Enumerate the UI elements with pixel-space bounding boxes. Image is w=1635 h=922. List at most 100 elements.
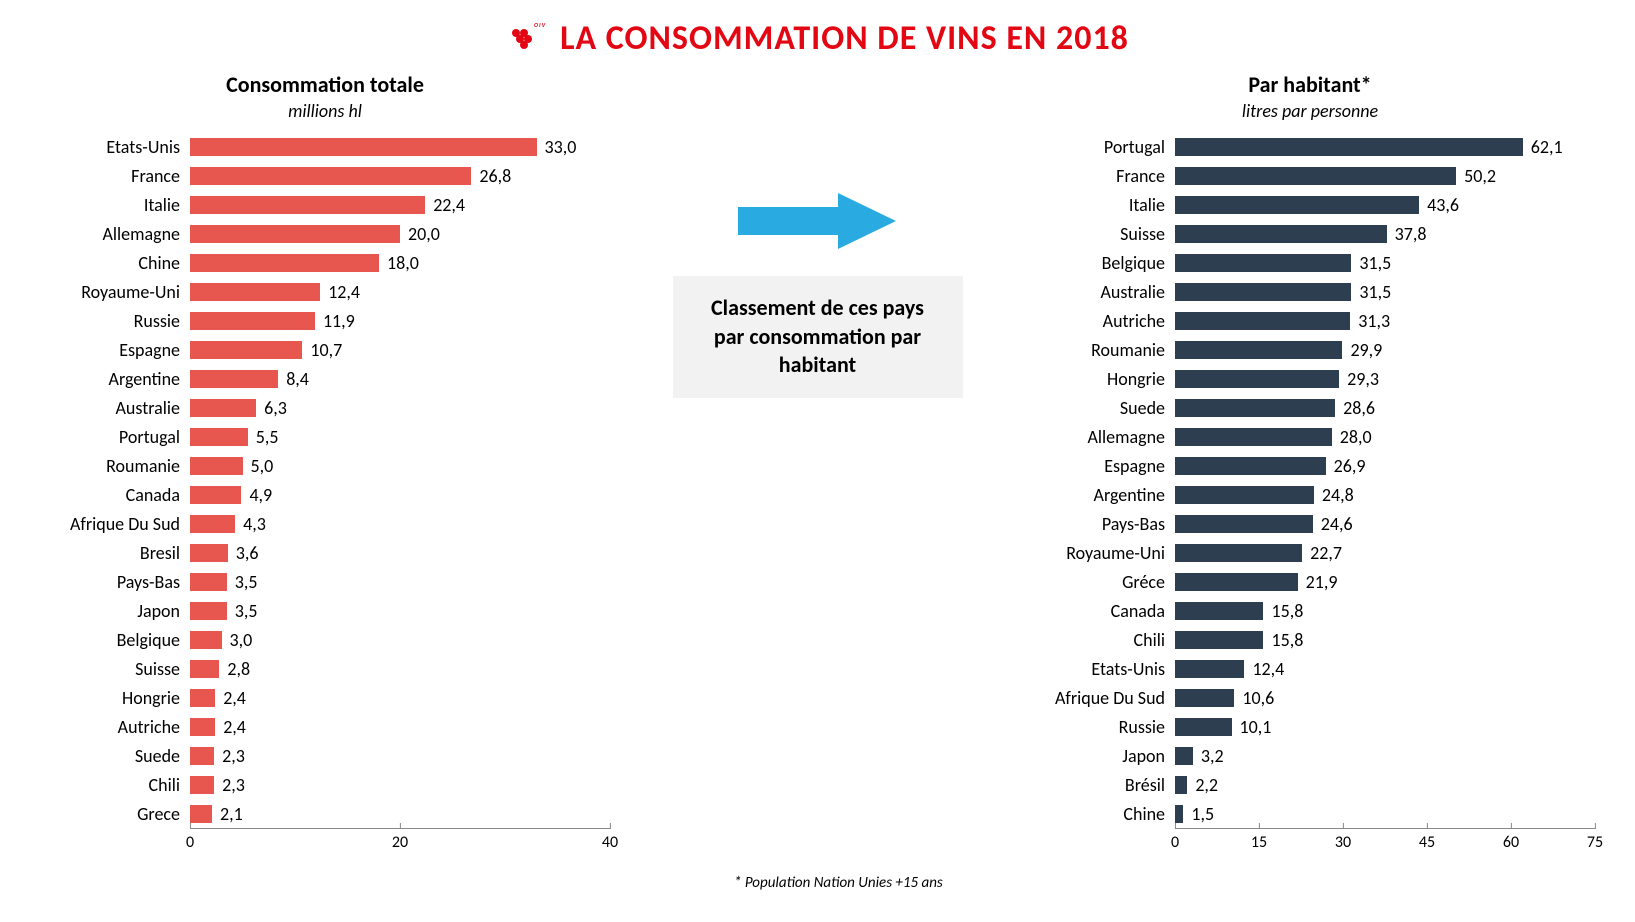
bar-fill: 37,8 <box>1175 225 1387 243</box>
bar-track: 2,4 <box>190 718 610 736</box>
bar-fill: 3,0 <box>190 631 222 649</box>
arrow-icon <box>738 191 898 256</box>
bar-fill: 26,8 <box>190 167 471 185</box>
bar-row: Suede28,6 <box>1025 393 1595 422</box>
bar-track: 43,6 <box>1175 196 1595 214</box>
bar-track: 50,2 <box>1175 167 1595 185</box>
charts-area: Consommation totale millions hl Etats-Un… <box>0 71 1635 858</box>
bar-label: Afrique Du Sud <box>40 513 190 535</box>
bar-value: 29,9 <box>1342 339 1382 361</box>
axis-tick: 15 <box>1251 829 1267 852</box>
bar-value: 22,4 <box>425 194 465 216</box>
bar-label: Portugal <box>40 426 190 448</box>
bar-fill: 31,3 <box>1175 312 1350 330</box>
bar-label: Canada <box>1025 600 1175 622</box>
bar-row: Bresil3,6 <box>40 538 610 567</box>
bar-fill: 50,2 <box>1175 167 1456 185</box>
axis-tick: 45 <box>1419 829 1435 852</box>
bar-fill: 28,0 <box>1175 428 1332 446</box>
right-axis: 01530456075 <box>1175 828 1595 858</box>
bar-label: Etats-Unis <box>1025 658 1175 680</box>
bar-label: Italie <box>1025 194 1175 216</box>
bar-track: 3,6 <box>190 544 610 562</box>
bar-row: Japon3,5 <box>40 596 610 625</box>
bar-track: 24,6 <box>1175 515 1595 533</box>
bar-row: Portugal5,5 <box>40 422 610 451</box>
bar-row: Brésil2,2 <box>1025 770 1595 799</box>
bar-value: 5,0 <box>243 455 274 477</box>
bar-row: Belgique3,0 <box>40 625 610 654</box>
left-bars-container: Etats-Unis33,0France26,8Italie22,4Allema… <box>40 132 610 828</box>
left-axis: 02040 <box>190 828 610 858</box>
page-title: OIV LA CONSOMMATION DE VINS EN 2018 <box>0 0 1635 59</box>
bar-row: Portugal62,1 <box>1025 132 1595 161</box>
bar-label: Brésil <box>1025 774 1175 796</box>
bar-value: 26,8 <box>471 165 511 187</box>
bar-label: Argentine <box>40 368 190 390</box>
bar-value: 2,2 <box>1187 774 1218 796</box>
bar-fill: 2,2 <box>1175 776 1187 794</box>
right-chart-body: Portugal62,1France50,2Italie43,6Suisse37… <box>1025 132 1595 858</box>
bar-fill: 33,0 <box>190 138 537 156</box>
bar-row: Japon3,2 <box>1025 741 1595 770</box>
right-bars-container: Portugal62,1France50,2Italie43,6Suisse37… <box>1025 132 1595 828</box>
bar-value: 20,0 <box>400 223 440 245</box>
left-chart-subtitle: millions hl <box>288 100 362 122</box>
bar-row: Argentine24,8 <box>1025 480 1595 509</box>
bar-value: 37,8 <box>1387 223 1427 245</box>
bar-fill: 5,0 <box>190 457 243 475</box>
bar-value: 28,6 <box>1335 397 1375 419</box>
bar-value: 18,0 <box>379 252 419 274</box>
bar-fill: 24,6 <box>1175 515 1313 533</box>
bar-label: Roumanie <box>1025 339 1175 361</box>
bar-track: 5,0 <box>190 457 610 475</box>
bar-fill: 10,7 <box>190 341 302 359</box>
bar-fill: 28,6 <box>1175 399 1335 417</box>
bar-value: 21,9 <box>1298 571 1338 593</box>
bar-value: 31,5 <box>1351 252 1391 274</box>
bar-label: Suisse <box>40 658 190 680</box>
bar-track: 37,8 <box>1175 225 1595 243</box>
bar-row: Australie6,3 <box>40 393 610 422</box>
bar-label: Chili <box>1025 629 1175 651</box>
bar-row: Allemagne 20,0 <box>40 219 610 248</box>
bar-track: 11,9 <box>190 312 610 330</box>
bar-value: 33,0 <box>537 136 577 158</box>
bar-fill: 3,5 <box>190 573 227 591</box>
bar-track: 62,1 <box>1175 138 1595 156</box>
bar-label: Canada <box>40 484 190 506</box>
bar-track: 10,1 <box>1175 718 1595 736</box>
bar-value: 6,3 <box>256 397 287 419</box>
bar-fill: 15,8 <box>1175 631 1263 649</box>
bar-track: 22,4 <box>190 196 610 214</box>
bar-value: 43,6 <box>1419 194 1459 216</box>
bar-fill: 4,3 <box>190 515 235 533</box>
bar-row: Afrique Du Sud4,3 <box>40 509 610 538</box>
axis-tick: 0 <box>1171 829 1179 852</box>
bar-value: 10,1 <box>1232 716 1272 738</box>
bar-row: Russie11,9 <box>40 306 610 335</box>
bar-value: 1,5 <box>1183 803 1214 825</box>
bar-row: Canada4,9 <box>40 480 610 509</box>
bar-row: Suede2,3 <box>40 741 610 770</box>
bar-label: Hongrie <box>1025 368 1175 390</box>
bar-fill: 31,5 <box>1175 283 1351 301</box>
bar-fill: 26,9 <box>1175 457 1326 475</box>
axis-tick: 60 <box>1503 829 1519 852</box>
bar-value: 3,5 <box>227 600 258 622</box>
bar-track: 10,7 <box>190 341 610 359</box>
bar-label: Royaume-Uni <box>1025 542 1175 564</box>
left-chart-body: Etats-Unis33,0France26,8Italie22,4Allema… <box>40 132 610 858</box>
bar-label: Belgique <box>1025 252 1175 274</box>
bar-row: Allemagne28,0 <box>1025 422 1595 451</box>
bar-fill: 2,1 <box>190 805 212 823</box>
bar-row: Italie22,4 <box>40 190 610 219</box>
bar-label: Allemagne <box>40 223 190 245</box>
bar-track: 29,3 <box>1175 370 1595 388</box>
bar-track: 31,5 <box>1175 254 1595 272</box>
right-chart-subtitle: litres par personne <box>1242 100 1378 122</box>
bar-value: 3,0 <box>222 629 253 651</box>
bar-value: 3,6 <box>228 542 259 564</box>
bar-fill: 22,4 <box>190 196 425 214</box>
bar-track: 2,4 <box>190 689 610 707</box>
